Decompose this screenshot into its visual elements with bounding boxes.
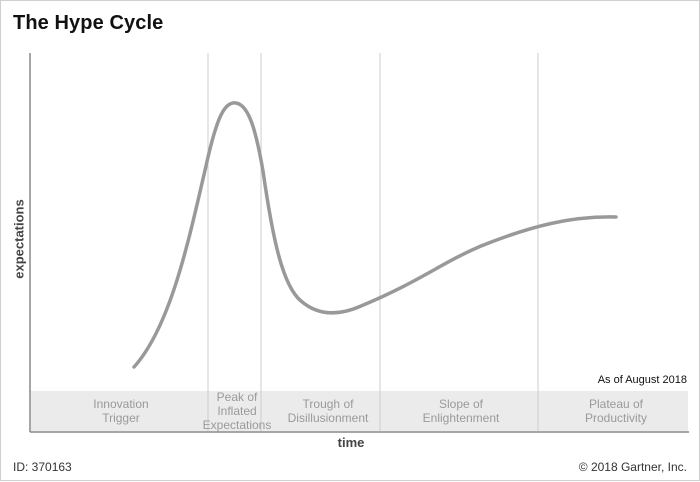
phase-label-peak-of-inflated-expectations: Peak of Inflated Expectations	[202, 390, 272, 432]
figure-id: ID: 370163	[13, 460, 72, 474]
y-axis-label: expectations	[11, 199, 27, 279]
hype-curve	[132, 101, 618, 369]
phase-label-trough-of-disillusionment: Trough of Disillusionment	[287, 397, 369, 425]
phase-label-plateau-of-productivity: Plateau of Productivity	[584, 397, 648, 425]
phase-label-innovation-trigger: Innovation Trigger	[93, 397, 149, 425]
phase-band	[31, 391, 688, 431]
figure-title: The Hype Cycle	[13, 12, 164, 34]
as-of-date: As of August 2018	[597, 374, 687, 386]
x-axis-label: time	[337, 435, 365, 450]
copyright-notice: © 2018 Gartner, Inc.	[578, 460, 687, 474]
phase-label-slope-of-enlightenment: Slope of Enlightenment	[422, 397, 500, 425]
